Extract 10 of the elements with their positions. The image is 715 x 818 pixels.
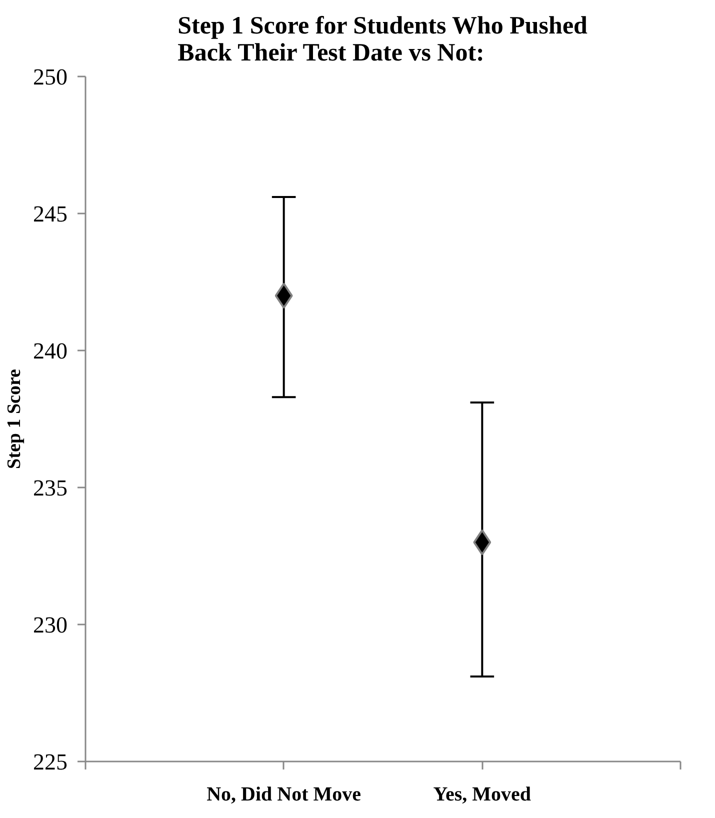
y-axis-title: Step 1 Score xyxy=(4,369,25,469)
x-tick-label: Yes, Moved xyxy=(433,784,532,806)
y-tick-label: 240 xyxy=(33,338,68,364)
y-tick-label: 230 xyxy=(33,612,68,638)
chart-title: Step 1 Score for Students Who Pushed Back Their Test Date vs Not: xyxy=(178,12,588,66)
y-tick-label: 250 xyxy=(33,64,68,90)
y-tick-label: 225 xyxy=(33,750,68,774)
y-tick-label: 245 xyxy=(33,202,68,226)
y-tick-label: 235 xyxy=(33,476,68,500)
x-tick-label: No, Did Not Move xyxy=(206,784,362,806)
